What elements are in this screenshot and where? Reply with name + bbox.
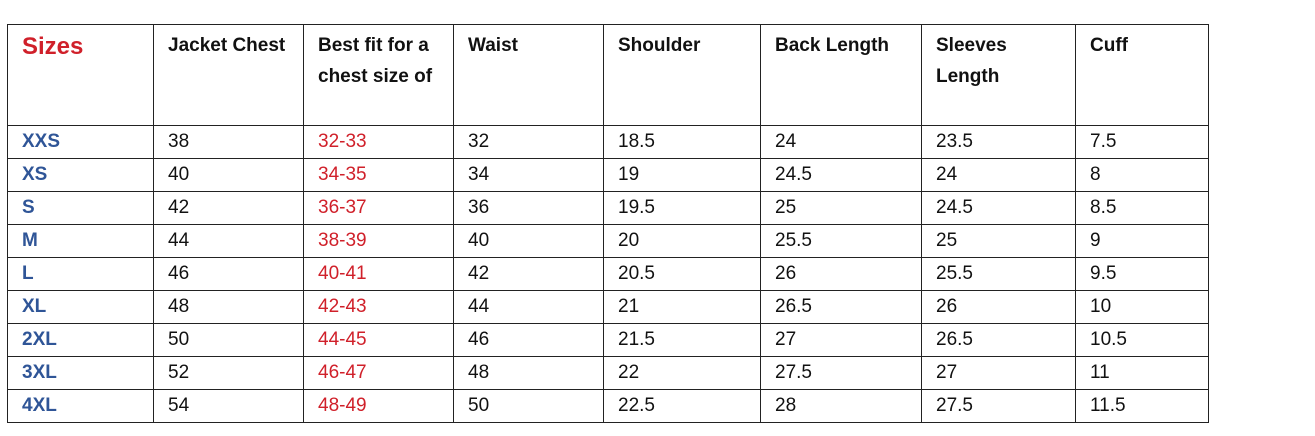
- cell-jacket-chest: 44: [153, 224, 304, 258]
- cell-sleeves-length: 26: [921, 290, 1076, 324]
- header-sleeves-length: Sleeves Length: [921, 24, 1076, 126]
- table-row: M 44 38-39 40 20 25.5 25 9: [7, 224, 1209, 258]
- cell-cuff: 11: [1075, 356, 1209, 390]
- cell-size: S: [7, 191, 154, 225]
- header-jacket-chest: Jacket Chest: [153, 24, 304, 126]
- cell-cuff: 11.5: [1075, 389, 1209, 423]
- cell-cuff: 9: [1075, 224, 1209, 258]
- cell-size: 4XL: [7, 389, 154, 423]
- table-row: 2XL 50 44-45 46 21.5 27 26.5 10.5: [7, 323, 1209, 357]
- cell-sleeves-length: 23.5: [921, 125, 1076, 159]
- cell-sleeves-length: 25: [921, 224, 1076, 258]
- header-sizes: Sizes: [7, 24, 154, 126]
- cell-waist: 40: [453, 224, 604, 258]
- cell-shoulder: 22: [603, 356, 761, 390]
- cell-cuff: 7.5: [1075, 125, 1209, 159]
- cell-size: 3XL: [7, 356, 154, 390]
- cell-shoulder: 20.5: [603, 257, 761, 291]
- cell-best-fit: 40-41: [303, 257, 454, 291]
- cell-shoulder: 19.5: [603, 191, 761, 225]
- cell-sleeves-length: 27: [921, 356, 1076, 390]
- cell-jacket-chest: 54: [153, 389, 304, 423]
- table-row: XS 40 34-35 34 19 24.5 24 8: [7, 158, 1209, 192]
- cell-jacket-chest: 42: [153, 191, 304, 225]
- table-row: L 46 40-41 42 20.5 26 25.5 9.5: [7, 257, 1209, 291]
- cell-cuff: 10.5: [1075, 323, 1209, 357]
- cell-back-length: 28: [760, 389, 922, 423]
- table-row: XL 48 42-43 44 21 26.5 26 10: [7, 290, 1209, 324]
- cell-sleeves-length: 24: [921, 158, 1076, 192]
- cell-cuff: 9.5: [1075, 257, 1209, 291]
- size-chart-table: Sizes Jacket Chest Best fit for a chest …: [7, 24, 1209, 423]
- cell-sleeves-length: 24.5: [921, 191, 1076, 225]
- cell-size: 2XL: [7, 323, 154, 357]
- cell-waist: 50: [453, 389, 604, 423]
- cell-shoulder: 18.5: [603, 125, 761, 159]
- cell-shoulder: 21: [603, 290, 761, 324]
- cell-back-length: 26.5: [760, 290, 922, 324]
- cell-waist: 42: [453, 257, 604, 291]
- cell-back-length: 24: [760, 125, 922, 159]
- cell-best-fit: 38-39: [303, 224, 454, 258]
- cell-shoulder: 19: [603, 158, 761, 192]
- cell-sleeves-length: 26.5: [921, 323, 1076, 357]
- cell-back-length: 25.5: [760, 224, 922, 258]
- cell-best-fit: 34-35: [303, 158, 454, 192]
- header-row: Sizes Jacket Chest Best fit for a chest …: [7, 24, 1209, 126]
- cell-jacket-chest: 40: [153, 158, 304, 192]
- cell-shoulder: 20: [603, 224, 761, 258]
- cell-waist: 34: [453, 158, 604, 192]
- cell-shoulder: 22.5: [603, 389, 761, 423]
- cell-back-length: 27.5: [760, 356, 922, 390]
- cell-back-length: 25: [760, 191, 922, 225]
- cell-best-fit: 48-49: [303, 389, 454, 423]
- cell-jacket-chest: 52: [153, 356, 304, 390]
- cell-waist: 48: [453, 356, 604, 390]
- table-row: S 42 36-37 36 19.5 25 24.5 8.5: [7, 191, 1209, 225]
- cell-sleeves-length: 27.5: [921, 389, 1076, 423]
- header-cuff: Cuff: [1075, 24, 1209, 126]
- cell-back-length: 27: [760, 323, 922, 357]
- cell-waist: 46: [453, 323, 604, 357]
- cell-sleeves-length: 25.5: [921, 257, 1076, 291]
- cell-jacket-chest: 48: [153, 290, 304, 324]
- cell-jacket-chest: 46: [153, 257, 304, 291]
- cell-waist: 44: [453, 290, 604, 324]
- header-back-length: Back Length: [760, 24, 922, 126]
- cell-back-length: 24.5: [760, 158, 922, 192]
- header-best-fit: Best fit for a chest size of: [303, 24, 454, 126]
- cell-jacket-chest: 50: [153, 323, 304, 357]
- header-shoulder: Shoulder: [603, 24, 761, 126]
- cell-cuff: 8: [1075, 158, 1209, 192]
- cell-waist: 32: [453, 125, 604, 159]
- cell-size: M: [7, 224, 154, 258]
- cell-waist: 36: [453, 191, 604, 225]
- cell-cuff: 8.5: [1075, 191, 1209, 225]
- cell-cuff: 10: [1075, 290, 1209, 324]
- cell-size: XS: [7, 158, 154, 192]
- table-row: 3XL 52 46-47 48 22 27.5 27 11: [7, 356, 1209, 390]
- cell-best-fit: 32-33: [303, 125, 454, 159]
- header-waist: Waist: [453, 24, 604, 126]
- cell-jacket-chest: 38: [153, 125, 304, 159]
- cell-best-fit: 46-47: [303, 356, 454, 390]
- cell-best-fit: 44-45: [303, 323, 454, 357]
- table-row: XXS 38 32-33 32 18.5 24 23.5 7.5: [7, 125, 1209, 159]
- cell-size: XL: [7, 290, 154, 324]
- cell-size: XXS: [7, 125, 154, 159]
- cell-best-fit: 42-43: [303, 290, 454, 324]
- table-row: 4XL 54 48-49 50 22.5 28 27.5 11.5: [7, 389, 1209, 423]
- cell-best-fit: 36-37: [303, 191, 454, 225]
- cell-back-length: 26: [760, 257, 922, 291]
- cell-size: L: [7, 257, 154, 291]
- cell-shoulder: 21.5: [603, 323, 761, 357]
